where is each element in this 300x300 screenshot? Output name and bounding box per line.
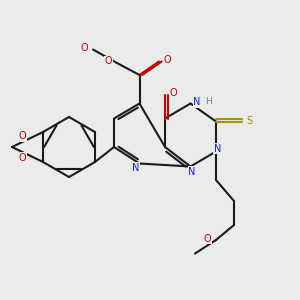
Text: N: N [132,163,140,173]
Text: N: N [214,143,221,154]
Text: O: O [105,56,112,67]
Text: O: O [164,55,171,65]
Text: O: O [204,233,212,244]
Text: N: N [188,167,196,177]
Text: H: H [205,98,212,106]
Text: O: O [81,43,88,53]
Text: O: O [18,131,26,141]
Text: N: N [194,97,201,107]
Text: O: O [169,88,177,98]
Text: S: S [247,116,253,127]
Text: O: O [18,153,26,163]
